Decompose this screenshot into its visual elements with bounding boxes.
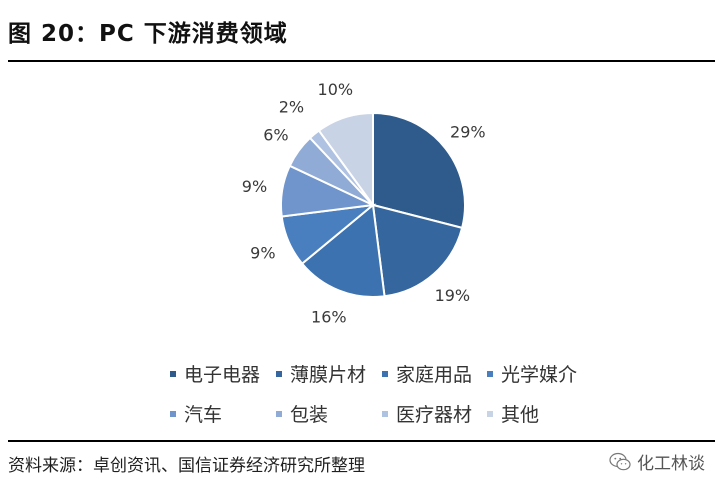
legend-label: 其他 [501, 404, 540, 426]
legend-item: 其他 [487, 400, 539, 427]
pie-slice-1 [372, 111, 466, 230]
legend-item: 电子电器 [170, 360, 260, 387]
pie-chart: 29% 19% 16% 9% 9% 6% 2% 10% [242, 80, 486, 327]
pie-data-label: 9% [242, 177, 267, 196]
legend-item: 包装 [276, 400, 328, 427]
legend-item: 家庭用品 [382, 360, 472, 387]
pie-slice-8 [317, 111, 374, 209]
legend-marker [170, 370, 176, 377]
legend-marker [170, 410, 176, 417]
source-note: 资料来源：卓创资讯、国信证券经济研究所整理 [8, 456, 365, 476]
legend-label: 光学媒介 [501, 364, 578, 386]
pie-slices [280, 111, 466, 298]
legend-label: 包装 [290, 404, 329, 426]
pie-slice-3 [300, 203, 386, 298]
legend-item: 薄膜片材 [276, 360, 366, 387]
pie-labels: 29% 19% 16% 9% 9% 6% 2% 10% [242, 80, 486, 327]
legend-label: 家庭用品 [396, 364, 473, 386]
legend-label: 薄膜片材 [290, 364, 367, 386]
watermark: 化工林谈 [609, 449, 705, 474]
legend-item: 汽车 [170, 400, 222, 427]
legend-item: 光学媒介 [487, 360, 577, 387]
watermark-text: 化工林谈 [637, 454, 705, 474]
pie-data-label: 2% [279, 97, 304, 116]
pie-data-label: 10% [318, 80, 354, 99]
wechat-icon [609, 452, 631, 470]
legend-marker [382, 410, 388, 417]
legend-marker [382, 370, 388, 377]
pie-data-label: 6% [263, 125, 288, 144]
bottom-divider [8, 440, 715, 442]
legend-item: 医疗器材 [382, 400, 472, 427]
pie-data-label: 9% [250, 244, 275, 263]
pie-data-label: 29% [450, 122, 486, 141]
legend-marker [487, 370, 493, 377]
pie-data-label: 19% [435, 286, 471, 305]
pie-slice-2 [371, 203, 464, 298]
pie-data-label: 16% [311, 308, 347, 327]
chart-title: 图 20：PC 下游消费领域 [8, 21, 288, 47]
legend-label: 医疗器材 [396, 404, 473, 426]
legend-label: 电子电器 [184, 364, 261, 386]
legend-marker [276, 370, 282, 377]
top-divider [8, 60, 715, 62]
legend-marker [487, 410, 493, 417]
legend-marker [276, 410, 282, 417]
legend-label: 汽车 [184, 404, 223, 426]
